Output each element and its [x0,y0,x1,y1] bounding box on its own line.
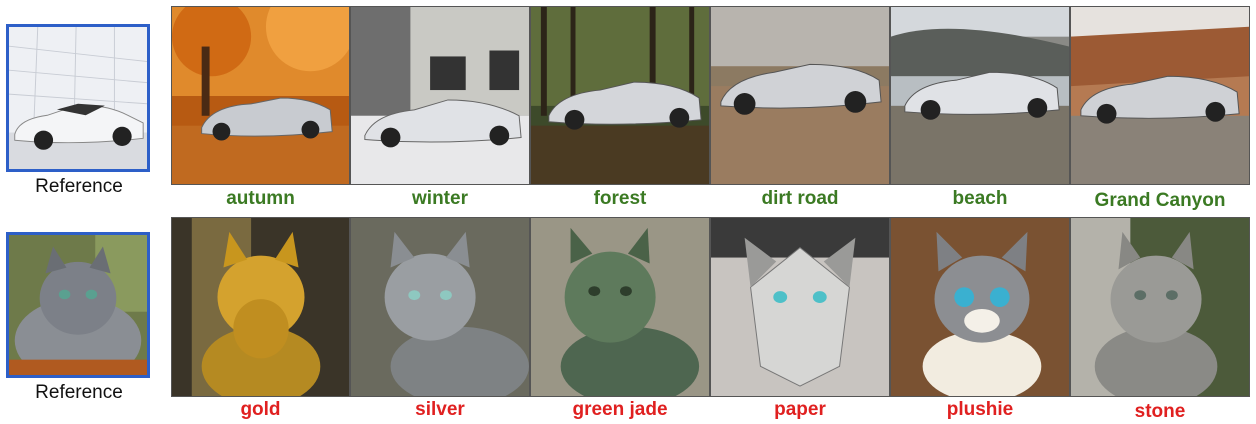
caption-beach: beach [952,188,1008,209]
caption-green-jade: green jade [572,399,668,420]
car-reference-image [6,24,150,172]
cat-reference-label: Reference [35,382,123,403]
car-dirt-road-image [710,6,890,185]
cat-reference-image [6,232,150,378]
caption-gold: gold [240,399,281,420]
car-forest-image [530,6,710,185]
caption-forest: forest [593,188,647,209]
cat-plushie-image [890,217,1070,397]
cat-paper-image [710,217,890,397]
car-autumn-image [171,6,350,185]
caption-silver: silver [415,399,465,420]
caption-winter: winter [412,188,468,209]
caption-grand-canyon: Grand Canyon [1094,190,1226,211]
caption-paper: paper [774,399,826,420]
caption-stone: stone [1134,401,1186,422]
cat-green-jade-image [530,217,710,397]
car-winter-image [350,6,530,185]
cat-silver-image [350,217,530,397]
cat-gold-image [171,217,350,397]
car-grand-canyon-image [1070,6,1250,185]
caption-autumn: autumn [226,188,295,209]
car-reference-label: Reference [35,176,123,197]
caption-dirt-road: dirt road [761,188,839,209]
cat-stone-image [1070,217,1250,397]
caption-plushie: plushie [946,399,1014,420]
car-beach-image [890,6,1070,185]
